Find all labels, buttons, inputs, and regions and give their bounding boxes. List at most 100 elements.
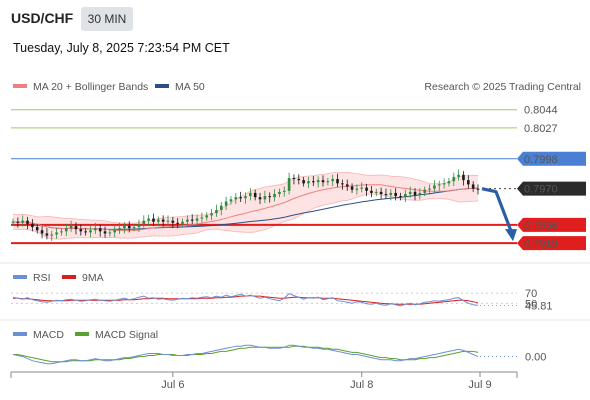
- candle-body: [384, 194, 388, 196]
- ma20-legend-label: MA 20 + Bollinger Bands: [33, 81, 148, 93]
- credit-text: Research © 2025 Trading Central: [424, 81, 581, 93]
- candle-body: [326, 181, 330, 183]
- candle-body: [374, 191, 378, 193]
- candle-body: [118, 228, 121, 231]
- candle-body: [287, 178, 291, 191]
- candle-body: [452, 176, 456, 182]
- candle-body: [31, 223, 34, 228]
- candle-body: [360, 187, 364, 189]
- candle-body: [229, 199, 233, 202]
- candle-body: [161, 219, 165, 222]
- rsi-ma-legend-swatch: [62, 275, 76, 279]
- candle-body: [171, 220, 175, 223]
- rsi-current-value: 45.81: [525, 300, 553, 312]
- candle-body: [370, 190, 373, 193]
- candle-body: [394, 192, 397, 197]
- candle-body: [307, 181, 310, 184]
- candle-body: [433, 185, 436, 189]
- candle-body: [234, 197, 238, 200]
- candle-body: [345, 184, 349, 187]
- main-price-panel: 0.8044 0.8027 0.7998 0.7970 0.7936 0.7919: [11, 105, 586, 251]
- candle-body: [113, 230, 117, 233]
- macd-signal-legend-swatch: [75, 332, 89, 336]
- candle-body: [21, 220, 24, 223]
- timeframe-badge[interactable]: 30 MIN: [81, 7, 133, 31]
- rsi-level-label: 50: [525, 298, 537, 310]
- candle-body: [74, 226, 78, 230]
- candle-body: [437, 184, 441, 186]
- candle-body: [467, 180, 470, 185]
- candle-body: [190, 219, 194, 221]
- price-label-box-pivot: [517, 151, 586, 166]
- candle-body: [45, 233, 49, 236]
- candle-body: [442, 183, 446, 185]
- price-label-support: 0.7919: [524, 238, 558, 250]
- x-tick-label: Jul 9: [468, 379, 491, 391]
- candle-body: [40, 230, 44, 234]
- candle-body: [297, 179, 301, 181]
- candle-body: [413, 191, 417, 196]
- candle-body: [64, 228, 68, 232]
- rsi-level-label: 70: [525, 288, 537, 300]
- candle-body: [210, 213, 213, 216]
- candle-body: [331, 179, 334, 182]
- macd-panel: 0.00: [12, 344, 546, 365]
- candle-body: [89, 230, 92, 233]
- rsi-legend: RSI 9MA: [13, 272, 104, 284]
- candle-body: [195, 218, 199, 221]
- candle-body: [200, 217, 204, 219]
- candle-body: [147, 218, 150, 221]
- candle-body: [292, 178, 296, 180]
- candle-body: [244, 196, 247, 199]
- candle-body: [379, 191, 383, 194]
- candle-body: [142, 220, 146, 224]
- candle-body: [408, 191, 412, 194]
- candle-body: [428, 188, 431, 190]
- candle-body: [273, 194, 276, 198]
- candle-body: [26, 220, 29, 224]
- rsi-legend-swatch: [13, 275, 27, 279]
- candle-body: [249, 192, 252, 197]
- x-axis: Jul 6 Jul 8 Jul 9: [10, 371, 518, 391]
- candle-body: [186, 219, 189, 222]
- candle-body: [79, 229, 83, 232]
- candle-body: [278, 191, 281, 194]
- candle-body: [166, 220, 170, 222]
- candle-body: [219, 205, 223, 210]
- candle-body: [423, 189, 427, 193]
- candle-body: [16, 221, 20, 223]
- candle-body: [457, 174, 460, 177]
- price-label-target: 0.8027: [524, 123, 558, 135]
- candle-body: [258, 197, 262, 200]
- forecast-arrow-shaft: [481, 187, 513, 232]
- chart-header: USD/CHF 30 MIN Tuesday, July 8, 2025 7:2…: [0, 0, 590, 70]
- macd-signal-legend-label: MACD Signal: [95, 329, 158, 341]
- candle-body: [11, 221, 15, 223]
- candle-body: [157, 219, 160, 222]
- rsi-ma-legend-label: 9MA: [82, 272, 104, 284]
- candle-body: [462, 174, 465, 181]
- price-label-box-last: [517, 181, 586, 196]
- candle-body: [365, 187, 368, 191]
- candle-body: [35, 227, 39, 231]
- candle-body: [263, 196, 267, 200]
- candle-body: [224, 201, 228, 206]
- macd-legend-swatch: [13, 332, 27, 336]
- candle-body: [103, 231, 107, 234]
- candle-body: [176, 222, 179, 224]
- ma50-legend-swatch: [155, 84, 169, 88]
- candle-body: [350, 186, 354, 190]
- candle-body: [321, 180, 325, 183]
- x-tick-label: Jul 8: [350, 379, 373, 391]
- candle-body: [108, 232, 112, 234]
- candle-body: [98, 228, 102, 232]
- candle-body: [302, 180, 305, 184]
- candle-body: [282, 190, 286, 192]
- candle-body: [127, 226, 131, 229]
- forecast-arrow-head: [505, 229, 517, 242]
- candle-body: [239, 197, 242, 199]
- candle-body: [84, 231, 87, 233]
- candle-body: [316, 180, 320, 183]
- candle-body: [471, 184, 475, 189]
